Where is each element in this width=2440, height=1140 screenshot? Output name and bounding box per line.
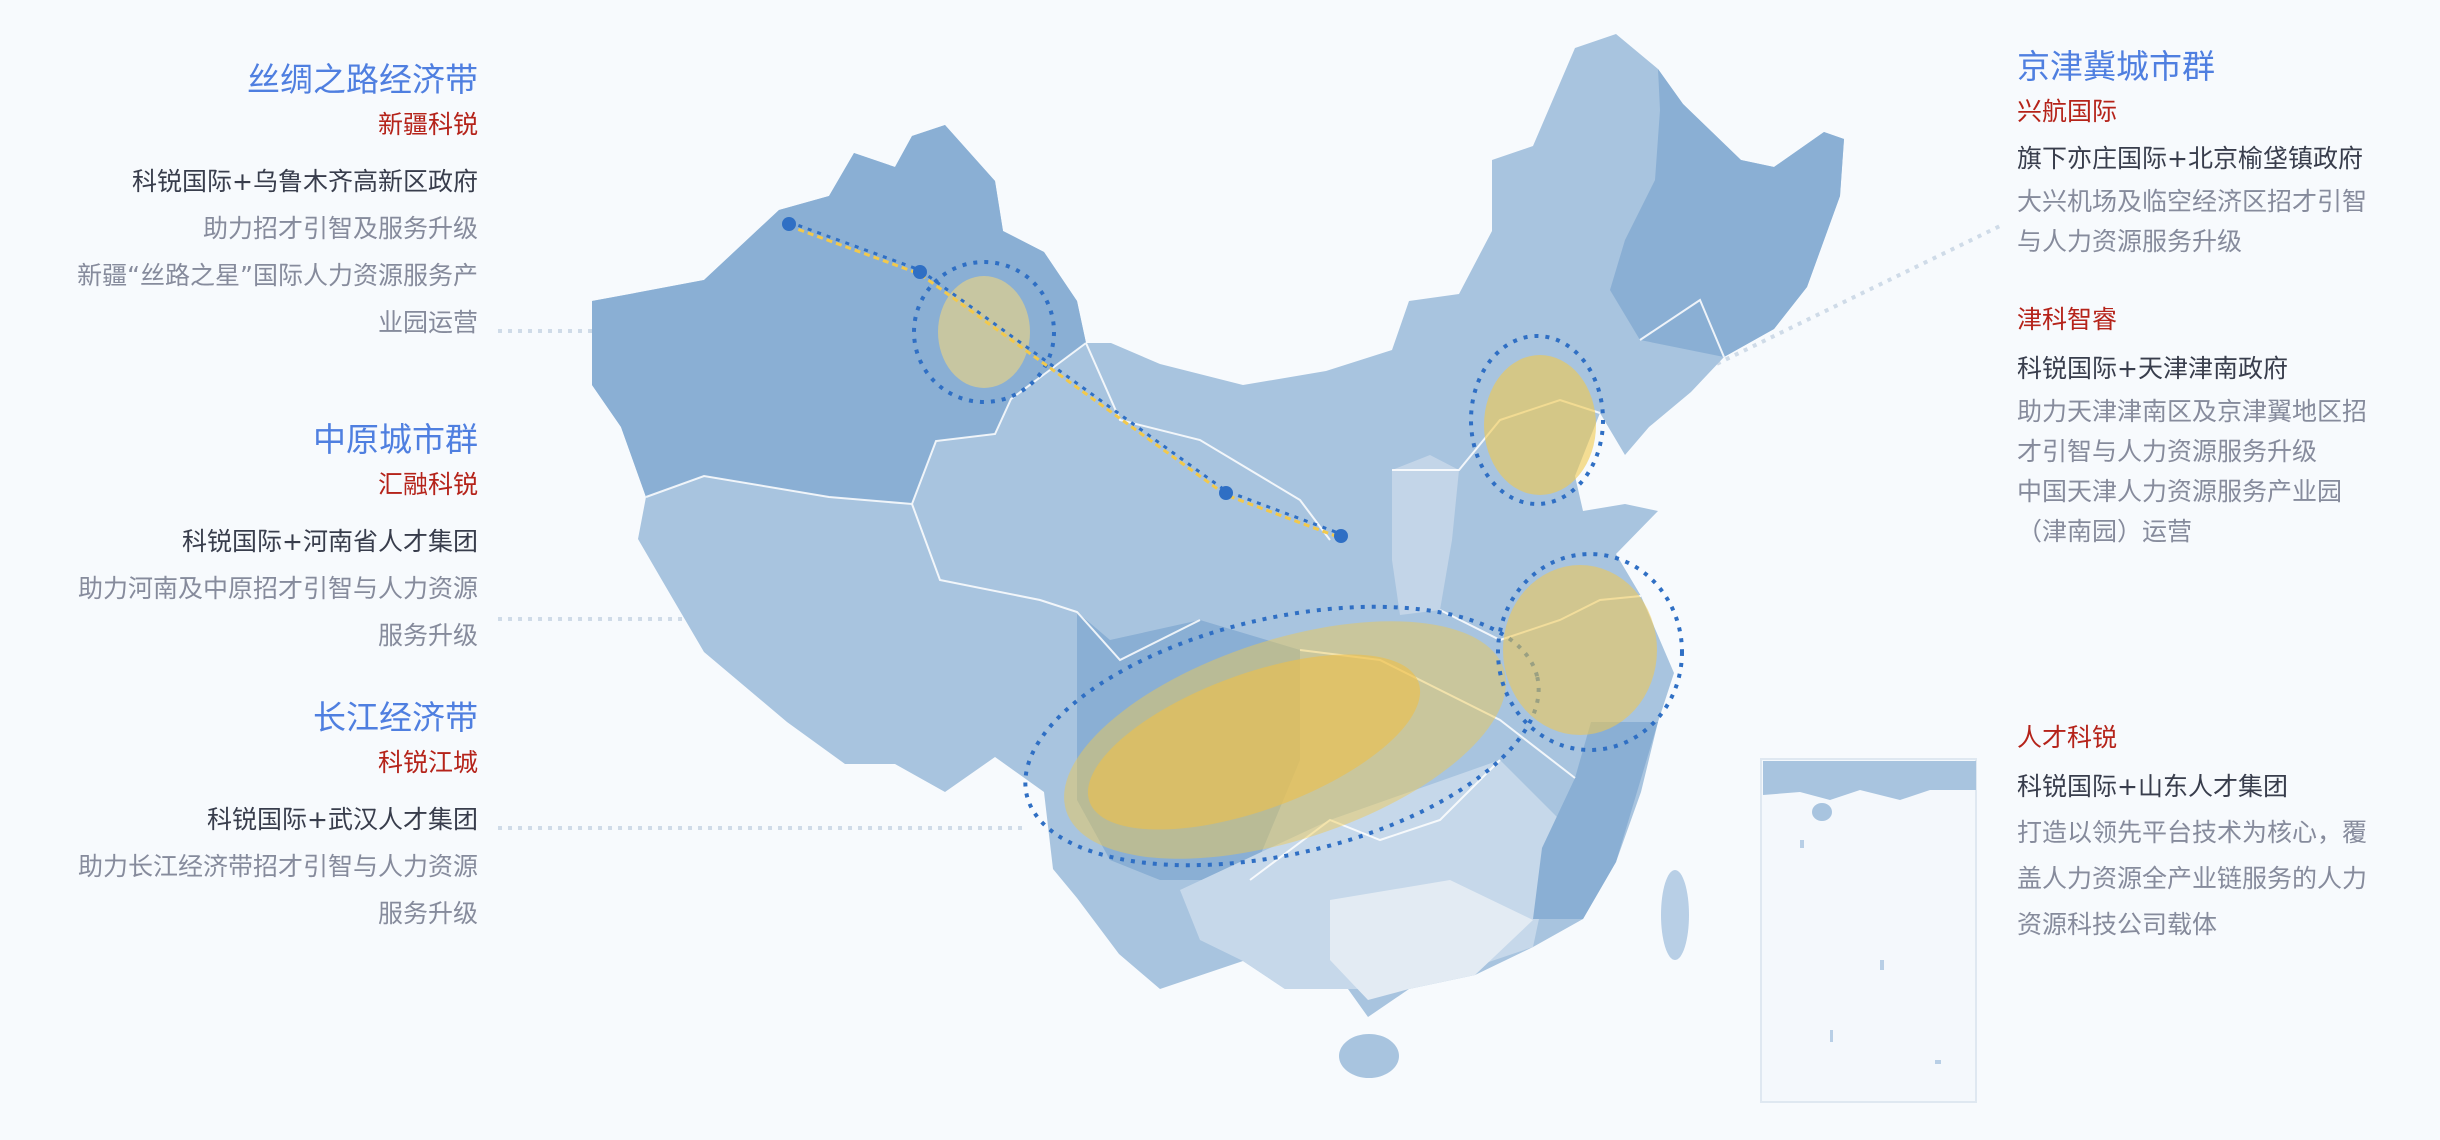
- company-name: 兴航国际: [2017, 97, 2118, 126]
- route-point: [1334, 529, 1348, 543]
- inset-coastline: [1763, 761, 1976, 800]
- map-region-shanxi: [1392, 455, 1459, 615]
- company-block-jinke-zhirui: 津科智睿 科锐国际+天津津南政府 助力天津津南区及京津翼地区招 才引智与人力资源…: [2017, 300, 2367, 552]
- map-region-hainan: [1339, 1034, 1399, 1078]
- province-border: [911, 503, 1201, 662]
- xinjiang-glow: [938, 276, 1030, 388]
- province-border: [1085, 342, 1331, 541]
- shanghai-dashed-ring: [1496, 552, 1684, 752]
- map-region-xinjiang: [592, 125, 1086, 504]
- region-block-central-plains: 中原城市群 汇融科锐 科锐国际+河南省人才集团 助力河南及中原招才引智与人力资源…: [78, 415, 478, 659]
- description-line: 助力河南及中原招才引智与人力资源: [77, 574, 478, 603]
- region-block-jingjinji: 京津冀城市群 兴航国际 旗下亦庄国际+北京榆垡镇政府 大兴机场及临空经济区招才引…: [2017, 42, 2367, 262]
- partner-text: 科锐国际+天津津南政府: [2017, 354, 2288, 383]
- route-point: [782, 217, 796, 231]
- highlight-yangtze: [1023, 604, 1541, 868]
- map-region-guangdong: [1330, 880, 1533, 1000]
- description-line: 服务升级: [377, 621, 478, 650]
- yangtze-inner-glow: [1087, 654, 1421, 830]
- region-block-yangtze: 长江经济带 科锐江城 科锐国际+武汉人才集团 助力长江经济带招才引智与人力资源 …: [78, 693, 478, 937]
- region-title: 丝绸之路经济带: [247, 60, 478, 99]
- description-line: 业园运营: [377, 308, 478, 337]
- partner-text: 科锐国际+武汉人才集团: [207, 805, 478, 834]
- shanghai-glow: [1503, 565, 1657, 735]
- silk-road-route: [782, 217, 1348, 543]
- region-title: 京津冀城市群: [2017, 47, 2215, 86]
- map-region-northeast: [1610, 69, 1844, 357]
- south-china-sea-inset: [1760, 758, 1977, 1103]
- description-line: 助力天津津南区及京津翼地区招: [2017, 397, 2368, 426]
- inset-island: [1935, 1060, 1941, 1064]
- inset-hainan: [1812, 803, 1832, 821]
- description-line: 新疆“丝路之星”国际人力资源服务产: [77, 261, 478, 290]
- region-title: 中原城市群: [313, 420, 478, 459]
- company-name: 人才科锐: [2017, 723, 2118, 752]
- jingjinji-dashed-ring: [1469, 334, 1605, 506]
- company-block-rencai-kerui: 人才科锐 科锐国际+山东人才集团 打造以领先平台技术为核心，覆 盖人力资源全产业…: [2017, 718, 2367, 948]
- description-line: 中国天津人力资源服务产业园: [2017, 477, 2343, 506]
- highlight-jingjinji: [1469, 334, 1605, 506]
- province-border: [645, 342, 1087, 506]
- description-line: （津南园）运营: [2017, 517, 2193, 546]
- inset-island: [1880, 960, 1884, 970]
- description-line: 盖人力资源全产业链服务的人力: [2017, 864, 2368, 893]
- description-line: 与人力资源服务升级: [2017, 227, 2243, 256]
- map-region-zhejiang-fujian: [1533, 722, 1658, 919]
- map-region-taiwan: [1661, 870, 1689, 960]
- partner-text: 科锐国际+河南省人才集团: [182, 527, 478, 556]
- partner-text: 旗下亦庄国际+北京榆垡镇政府: [2017, 144, 2363, 173]
- description-line: 服务升级: [377, 899, 478, 928]
- description-line: 助力长江经济带招才引智与人力资源: [77, 852, 478, 881]
- company-name: 科锐江城: [377, 748, 478, 777]
- route-point: [913, 265, 927, 279]
- jingjinji-glow: [1484, 355, 1596, 495]
- description-line: 资源科技公司载体: [2017, 910, 2218, 939]
- company-name: 津科智睿: [2017, 305, 2118, 334]
- description-line: 助力招才引智及服务升级: [202, 214, 478, 243]
- region-block-silk-road: 丝绸之路经济带 新疆科锐 科锐国际+乌鲁木齐高新区政府 助力招才引智及服务升级 …: [77, 55, 478, 346]
- description-line: 大兴机场及临空经济区招才引智: [2017, 187, 2368, 216]
- route-point: [1219, 486, 1233, 500]
- highlight-shanghai: [1496, 552, 1684, 752]
- description-line: 才引智与人力资源服务升级: [2017, 437, 2318, 466]
- province-border: [1249, 759, 1501, 881]
- partner-text: 科锐国际+山东人才集团: [2017, 772, 2288, 801]
- company-name: 新疆科锐: [377, 110, 478, 139]
- xinjiang-dashed-ring: [912, 260, 1056, 404]
- inset-island: [1830, 1030, 1833, 1042]
- region-title: 长江经济带: [313, 698, 478, 737]
- company-name: 汇融科锐: [377, 470, 478, 499]
- province-border: [1639, 298, 1725, 358]
- partner-text: 科锐国际+乌鲁木齐高新区政府: [132, 167, 478, 196]
- description-line: 打造以领先平台技术为核心，覆: [2017, 818, 2368, 847]
- inset-island: [1800, 840, 1804, 848]
